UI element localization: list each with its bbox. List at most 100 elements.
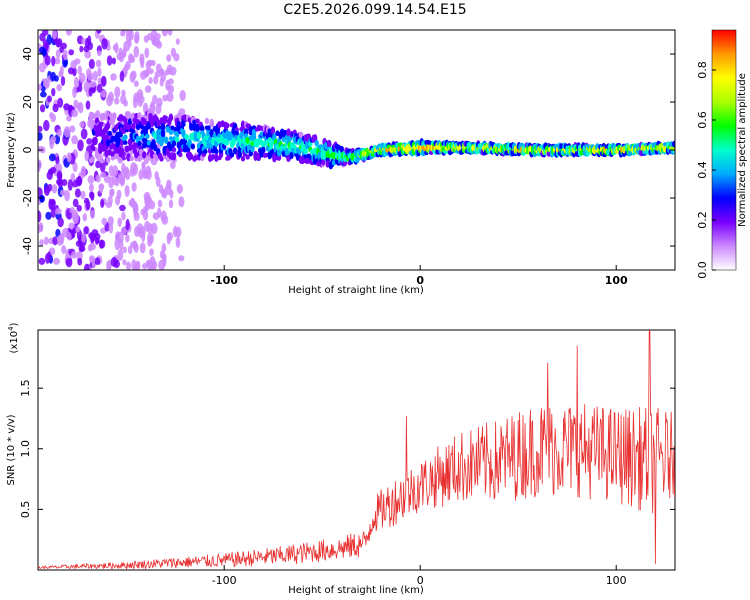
noise-cell: [39, 194, 45, 203]
ridge-cell: [289, 151, 294, 160]
ridge-cell: [306, 153, 312, 159]
ridge-cell: [126, 112, 131, 120]
noise-cell: [81, 232, 86, 243]
ridge-cell: [137, 112, 142, 120]
noise-cell: [162, 254, 167, 267]
noise-cell: [51, 184, 58, 194]
noise-cell: [175, 236, 181, 249]
noise-cell: [140, 208, 145, 216]
noise-cell: [130, 70, 137, 80]
spectrogram-y-tick-label: -20: [21, 189, 34, 207]
spectrogram-y-tick-label: 0: [21, 147, 34, 154]
noise-cell: [84, 50, 92, 59]
ridge-cell: [190, 143, 196, 150]
noise-cell: [38, 210, 42, 223]
noise-cell: [106, 260, 111, 270]
noise-cell: [39, 239, 44, 246]
noise-cell: [57, 217, 64, 228]
noise-cell: [44, 41, 49, 49]
noise-cell: [90, 191, 95, 201]
noise-cell: [66, 152, 72, 163]
ridge-cell: [214, 148, 219, 155]
noise-cell: [55, 208, 62, 215]
noise-cell: [38, 224, 42, 234]
noise-cell: [166, 54, 172, 62]
noise-cell: [105, 201, 113, 208]
noise-cell: [80, 128, 88, 140]
ridge-cell: [168, 113, 174, 122]
noise-cell: [95, 59, 102, 68]
noise-cell: [77, 257, 83, 266]
noise-cell: [57, 178, 64, 188]
spectrogram-y-tick-label: 20: [21, 95, 34, 109]
ridge-cell: [189, 124, 194, 131]
noise-cell: [100, 89, 108, 98]
noise-cell: [62, 49, 68, 61]
ridge-cell: [251, 129, 257, 136]
noise-cell: [122, 259, 127, 266]
noise-cell: [120, 226, 127, 235]
noise-cell: [106, 55, 113, 66]
noise-cell: [96, 83, 103, 93]
ridge-cell: [101, 112, 106, 121]
colorbar-tick-label: 0.2: [696, 211, 709, 229]
ridge-cell: [250, 143, 255, 153]
noise-cell: [87, 72, 94, 81]
noise-cell: [111, 165, 119, 177]
colorbar-label: Normalized spectral amplitude: [737, 73, 748, 227]
noise-cell: [168, 199, 174, 209]
noise-cell: [137, 99, 143, 107]
ridge-cell: [112, 112, 117, 120]
ridge-cell: [110, 135, 116, 143]
noise-cell: [130, 241, 138, 248]
noise-cell: [83, 263, 90, 270]
noise-cell: [92, 70, 98, 82]
noise-cell: [150, 101, 156, 110]
noise-cell: [144, 202, 151, 211]
noise-cell: [83, 45, 90, 53]
noise-cell: [38, 84, 43, 91]
ridge-cell: [261, 146, 266, 154]
noise-cell: [50, 198, 56, 211]
spectrogram-x-tick-label: -100: [210, 274, 238, 287]
noise-cell: [121, 162, 126, 175]
noise-cell: [139, 242, 146, 254]
noise-cell: [71, 209, 79, 222]
noise-cell: [45, 211, 52, 220]
noise-cell: [68, 49, 75, 56]
noise-cell: [170, 47, 177, 58]
noise-cell: [47, 168, 54, 175]
noise-cell: [55, 156, 60, 166]
noise-cell: [114, 177, 120, 187]
noise-cell: [72, 161, 78, 173]
noise-cell: [112, 44, 118, 51]
noise-cell: [133, 212, 140, 222]
noise-cell: [82, 213, 88, 222]
noise-cell: [70, 172, 76, 182]
noise-cell: [154, 171, 159, 181]
noise-cell: [55, 49, 61, 59]
ridge-cell: [237, 151, 243, 158]
noise-cell: [122, 246, 127, 254]
ridge-cell: [196, 132, 202, 140]
noise-cell: [145, 260, 150, 267]
noise-cell: [132, 264, 139, 270]
snr-y-label: SNR (10 * v/v): [6, 414, 17, 485]
noise-cell: [56, 234, 64, 244]
noise-cell: [72, 86, 77, 99]
noise-cell: [110, 73, 117, 81]
ridge-cell: [94, 151, 100, 159]
ridge-cell: [168, 128, 174, 136]
noise-cell: [56, 170, 63, 181]
ridge-cell: [88, 158, 94, 164]
noise-cell: [71, 135, 79, 145]
noise-cell: [101, 38, 108, 50]
noise-cell: [53, 57, 61, 65]
ridge-cell: [206, 125, 211, 131]
noise-cell: [74, 188, 81, 198]
noise-cell: [121, 89, 126, 97]
ridge-cell: [120, 148, 125, 153]
noise-cell: [94, 257, 101, 266]
noise-cell: [158, 68, 165, 76]
